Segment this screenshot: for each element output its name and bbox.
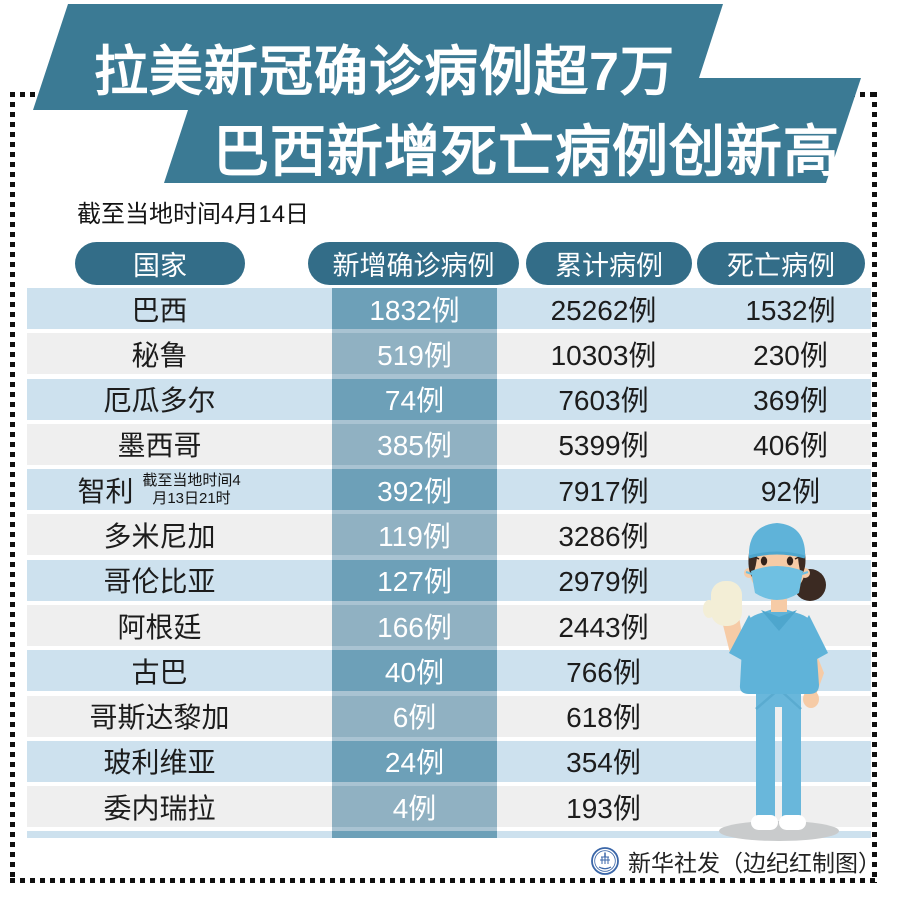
nurse-illustration xyxy=(703,523,839,841)
total-cases-cell: 193例 xyxy=(566,792,641,824)
table-row: 智利 截至当地时间4月13日21时 392例 7917例 92例 xyxy=(27,469,871,511)
table-row: 巴西 1832例 25262例 1532例 xyxy=(27,288,871,329)
partial-row-highlight xyxy=(332,831,497,838)
new-cases-cell: 40例 xyxy=(332,650,497,692)
dotted-border-right xyxy=(872,92,877,883)
new-cases-cell: 24例 xyxy=(332,740,497,782)
deaths-cell: 230例 xyxy=(753,339,828,371)
table-row: 秘鲁 519例 10303例 230例 xyxy=(27,333,871,375)
new-cases-cell: 385例 xyxy=(332,423,497,465)
title-banner-shape xyxy=(33,4,861,183)
header-country: 国家 xyxy=(75,242,245,285)
total-cases-cell: 5399例 xyxy=(558,430,649,462)
new-cases-cell: 6例 xyxy=(332,695,497,737)
country-cell: 多米尼加 xyxy=(103,520,216,552)
country-cell: 玻利维亚 xyxy=(103,747,216,779)
table-row: 哥斯达黎加 6例 618例 xyxy=(27,695,871,737)
credit-text: 新华社发（边纪红制图） xyxy=(628,850,881,876)
table-row: 古巴 40例 766例 xyxy=(27,650,871,692)
country-cell: 智利 截至当地时间4月13日21时 xyxy=(77,472,241,507)
country-cell: 哥伦比亚 xyxy=(103,566,216,598)
new-cases-cell: 74例 xyxy=(332,378,497,420)
total-cases-cell: 2443例 xyxy=(558,611,649,643)
total-cases-cell: 3286例 xyxy=(558,520,649,552)
total-cases-cell: 25262例 xyxy=(550,294,657,326)
new-cases-cell: 166例 xyxy=(332,605,497,647)
total-cases-cell: 2979例 xyxy=(558,566,649,598)
new-cases-cell: 119例 xyxy=(332,514,497,556)
dotted-border-left xyxy=(10,92,15,883)
deaths-cell: 406例 xyxy=(753,430,828,462)
footer-credit: 新华社发（边纪红制图） xyxy=(590,844,881,878)
deaths-cell: 369例 xyxy=(753,385,828,417)
table-row: 多米尼加 119例 3286例 xyxy=(27,514,871,556)
country-cell: 古巴 xyxy=(131,656,188,688)
as-of-date: 截至当地时间4月14日 xyxy=(77,201,310,228)
total-cases-cell: 10303例 xyxy=(550,339,657,371)
country-cell: 阿根廷 xyxy=(117,611,202,643)
new-cases-cell: 127例 xyxy=(332,559,497,601)
table-row: 墨西哥 385例 5399例 406例 xyxy=(27,423,871,465)
total-cases-cell: 354例 xyxy=(566,747,641,779)
country-cell: 哥斯达黎加 xyxy=(89,702,230,734)
total-cases-cell: 7917例 xyxy=(558,475,649,507)
new-cases-cell: 4例 xyxy=(332,786,497,828)
total-cases-cell: 618例 xyxy=(566,702,641,734)
deaths-cell: 1532例 xyxy=(745,294,836,326)
table-row: 厄瓜多尔 74例 7603例 369例 xyxy=(27,378,871,420)
country-cell: 委内瑞拉 xyxy=(103,792,216,824)
country-cell: 巴西 xyxy=(131,294,188,326)
title-line-2: 巴西新增死亡病例创新高 xyxy=(213,120,840,183)
total-cases-cell: 7603例 xyxy=(558,385,649,417)
partial-row-sliver xyxy=(27,831,871,838)
country-cell: 厄瓜多尔 xyxy=(103,385,216,417)
xinhua-logo-icon xyxy=(591,847,619,875)
table-row: 委内瑞拉 4例 193例 xyxy=(27,786,871,828)
table-row: 玻利维亚 24例 354例 xyxy=(27,740,871,782)
new-cases-cell: 1832例 xyxy=(332,288,497,329)
country-cell: 墨西哥 xyxy=(117,430,202,462)
deaths-cell: 92例 xyxy=(760,475,821,507)
row-note: 截至当地时间4月13日21时 xyxy=(142,472,241,507)
header-total-cases: 累计病例 xyxy=(526,242,692,285)
header-new-cases: 新增确诊病例 xyxy=(308,242,519,285)
table-row: 哥伦比亚 127例 2979例 xyxy=(27,559,871,601)
total-cases-cell: 766例 xyxy=(566,656,641,688)
new-cases-cell: 519例 xyxy=(332,333,497,375)
country-cell: 秘鲁 xyxy=(131,339,188,371)
title-line-1: 拉美新冠确诊病例超7万 xyxy=(94,42,676,102)
new-cases-cell: 392例 xyxy=(332,469,497,511)
header-deaths: 死亡病例 xyxy=(697,242,865,285)
country-table: 巴西 1832例 25262例 1532例 秘鲁 519例 10303例 230… xyxy=(27,288,871,828)
dotted-border-bottom xyxy=(10,878,877,883)
